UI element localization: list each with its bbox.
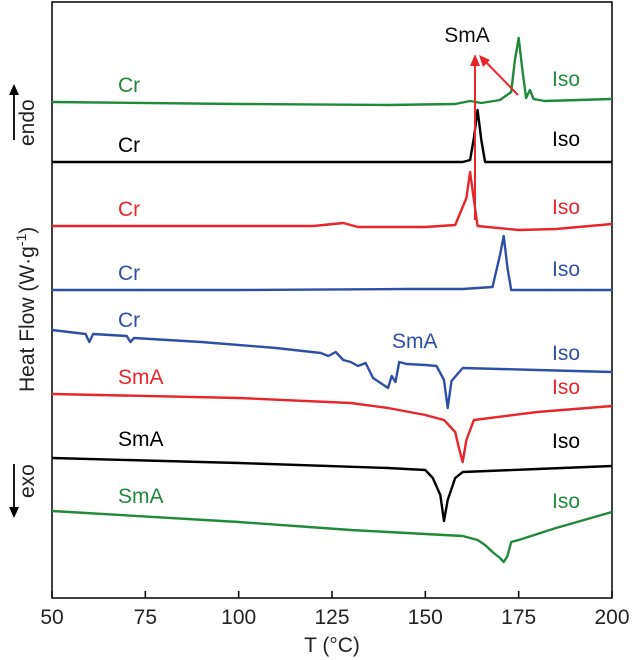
- trace-left-label: Cr: [118, 134, 140, 157]
- x-tick-label: 50: [40, 606, 63, 629]
- trace-line-2: [52, 108, 612, 164]
- trace-line-6: [51, 392, 613, 464]
- annotation-arrow-right: [481, 57, 519, 96]
- exo-arrowhead: [9, 507, 19, 518]
- trace-left-label: Cr: [118, 309, 140, 332]
- trace-line-5: [51, 328, 613, 410]
- x-axis-title: T (°C): [304, 634, 360, 657]
- endo-indicator: endo: [9, 84, 39, 146]
- y-axis-title-prefix: Heat Flow (W·g: [16, 246, 39, 392]
- trace-right-label: Iso: [552, 376, 580, 399]
- trace-right-label: Iso: [552, 258, 580, 281]
- y-axis-title-suffix: ): [16, 227, 39, 234]
- x-tick-label: 75: [134, 606, 157, 629]
- x-tick-label: 175: [501, 606, 536, 629]
- x-tick-label: 125: [314, 606, 349, 629]
- trace-line-8: [51, 509, 613, 564]
- trace-left-label: Cr: [118, 262, 140, 285]
- endo-arrowhead: [9, 84, 19, 95]
- exo-label: exo: [16, 464, 39, 498]
- trace-line-4: [52, 234, 612, 292]
- x-tick-label: 150: [408, 606, 443, 629]
- endo-label: endo: [16, 99, 39, 146]
- trace-mid-label: SmA: [392, 330, 438, 353]
- trace-right-label: Iso: [552, 490, 580, 513]
- trace-left-label: SmA: [118, 366, 164, 389]
- trace-right-label: Iso: [552, 342, 580, 365]
- trace-left-label: Cr: [118, 198, 140, 221]
- trace-right-label: Iso: [552, 196, 580, 219]
- trace-left-label: SmA: [118, 428, 164, 451]
- trace-labels: Cr Iso Cr Iso Cr Iso Cr Iso Cr Iso SmA Iso SmA Iso SmA…: [118, 68, 580, 513]
- trace-right-label: Iso: [552, 68, 580, 91]
- y-axis-title: Heat Flow (W·g-1): [13, 227, 39, 392]
- trace-line-3: [52, 170, 613, 232]
- annotation-arrowhead-right: [479, 55, 490, 67]
- y-axis-title-sup: -1: [13, 233, 29, 246]
- trace-left-label: SmA: [118, 485, 164, 508]
- trace-line-7: [51, 456, 613, 523]
- x-axis-ticks: 50 75 100 125 150 175 200: [40, 591, 630, 629]
- sma-annotation: SmA: [444, 24, 519, 220]
- x-tick-label: 100: [221, 606, 256, 629]
- trace-right-label: Iso: [552, 128, 580, 151]
- exo-indicator: exo: [9, 464, 39, 518]
- annotation-arrowhead-left: [470, 54, 480, 66]
- annotation-label: SmA: [444, 24, 490, 47]
- dsc-traces: [51, 36, 613, 564]
- trace-left-label: Cr: [118, 74, 140, 97]
- x-tick-label: 200: [594, 606, 629, 629]
- trace-line-1: [51, 36, 613, 107]
- trace-right-label: Iso: [552, 430, 580, 453]
